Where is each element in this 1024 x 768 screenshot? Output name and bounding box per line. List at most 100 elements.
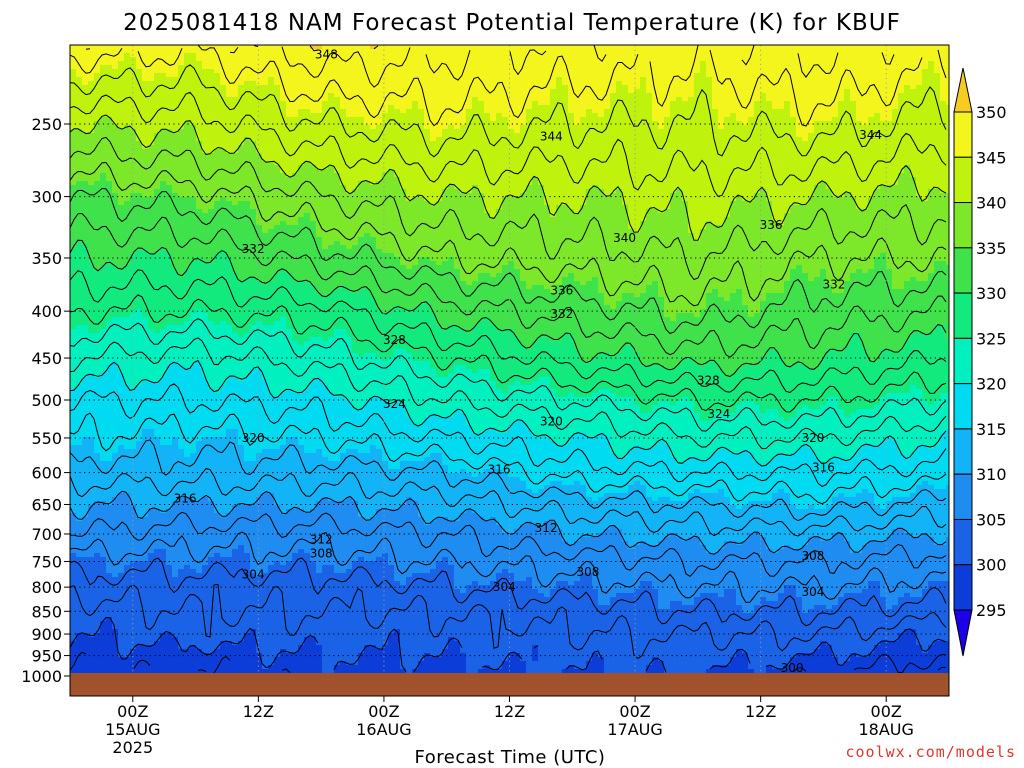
- isotherm-label: 304: [493, 580, 516, 594]
- colorbar-label: 320: [976, 375, 1007, 394]
- isotherm-304: [70, 557, 947, 627]
- x-tick-label: 12Z: [243, 702, 274, 721]
- y-tick-label: 800: [31, 578, 62, 597]
- isotherm-322: [70, 337, 947, 450]
- x-tick-label: 00Z: [117, 702, 148, 721]
- isotherm-314: [70, 439, 947, 522]
- isotherm-338: [70, 136, 947, 281]
- isotherm-label: 320: [802, 431, 825, 445]
- isotherm-label: 316: [174, 491, 197, 505]
- isotherm-344: [70, 64, 947, 158]
- isotherm-label: 340: [613, 231, 636, 245]
- chart-title: 2025081418 NAM Forecast Potential Temper…: [123, 10, 901, 36]
- colorbar-label: 350: [976, 103, 1007, 122]
- isotherm-label: 332: [550, 307, 573, 321]
- y-tick-label: 450: [31, 349, 62, 368]
- isotherm-label: 332: [242, 242, 265, 256]
- isotherm-300: [70, 616, 947, 673]
- plot-area: 348 344 344 332 340 336 336 332 332 328 328 324 324 3…: [69, 44, 950, 697]
- isotherm-label: 308: [310, 546, 333, 560]
- y-tick-label: 550: [31, 429, 62, 448]
- isotherm-label: 344: [540, 130, 563, 144]
- y-tick-label: 250: [31, 115, 62, 134]
- isotherm-label: 316: [812, 460, 835, 474]
- colorbar-band: [953, 383, 973, 430]
- colorbar: 350 345 340 335 330 325 320 315 310 305 300 295: [953, 67, 1007, 657]
- isotherm-label: 300: [781, 661, 804, 675]
- isotherm-318: [70, 383, 947, 488]
- colorbar-label: 300: [976, 556, 1007, 575]
- isotherm-306: [70, 531, 947, 604]
- colorbar-band: [953, 111, 973, 158]
- isotherm-330: [70, 239, 947, 378]
- isotherm-320: [70, 359, 947, 467]
- isotherm-348: [85, 45, 895, 88]
- x-tick-label: 17AUG: [607, 720, 662, 739]
- y-tick-label: 750: [31, 552, 62, 571]
- isotherm-310: [70, 490, 947, 555]
- y-tick-label: 1000: [21, 667, 62, 686]
- y-tick-label: 900: [31, 625, 62, 644]
- isotherm-label: 320: [540, 415, 563, 429]
- y-tick-label: 600: [31, 464, 62, 483]
- isotherm-label: 324: [707, 407, 730, 421]
- colorbar-band: [953, 473, 973, 520]
- colorbar-band: [953, 156, 973, 204]
- isotherm-324: [70, 318, 947, 432]
- colorbar-band: [953, 337, 973, 385]
- isotherm-labels: 348 344 344 332 340 336 336 332 332 328 328 324 324 3…: [174, 48, 882, 675]
- colorbar-label: 325: [976, 329, 1007, 348]
- y-tick-label: 950: [31, 647, 62, 666]
- colorbar-label: 295: [976, 601, 1007, 620]
- colorbar-band: [953, 247, 973, 294]
- isotherm-label: 316: [488, 462, 511, 476]
- x-axis-label: Forecast Time (UTC): [415, 747, 606, 768]
- isotherm-label: 312: [310, 533, 333, 547]
- colorbar-band: [953, 202, 973, 249]
- isotherm-302: [70, 583, 947, 660]
- pressure-axis: 250 300 350 400 450 500 550 600 650 700 750 800 850 9…: [21, 115, 70, 686]
- isotherm-label: 308: [802, 549, 825, 563]
- isotherm-label: 304: [242, 568, 265, 582]
- ground-surface: [70, 673, 949, 696]
- isotherm-label: 308: [577, 565, 600, 579]
- colorbar-label: 340: [976, 194, 1007, 213]
- colorbar-band: [953, 428, 973, 475]
- isotherm-308: [70, 511, 947, 578]
- colorbar-top-arrow: [953, 67, 973, 113]
- isotherm-342: [70, 91, 947, 197]
- isotherm-298: [70, 651, 947, 674]
- colorbar-label: 345: [976, 148, 1007, 167]
- isotherm-296: [937, 666, 947, 671]
- x-tick-label: 2025: [112, 738, 153, 757]
- x-tick-label: 16AUG: [356, 720, 411, 739]
- x-tick-label: 00Z: [619, 702, 650, 721]
- colorbar-band: [953, 564, 973, 611]
- colorbar-bottom-arrow: [953, 609, 973, 657]
- isotherm-316: [70, 412, 947, 505]
- y-tick-label: 700: [31, 525, 62, 544]
- colorbar-label: 335: [976, 239, 1007, 258]
- y-tick-label: 400: [31, 302, 62, 321]
- isotherm-label: 320: [242, 431, 265, 445]
- isotherm-334: [70, 187, 947, 335]
- colorbar-label: 315: [976, 420, 1007, 439]
- isotherm-lines: [70, 45, 947, 674]
- y-tick-label: 650: [31, 495, 62, 514]
- x-tick-label: 12Z: [494, 702, 525, 721]
- colorbar-band: [953, 292, 973, 339]
- theta-field: [70, 45, 949, 674]
- isotherm-label: 312: [535, 521, 558, 535]
- gridlines: [70, 45, 949, 696]
- colorbar-band: [953, 518, 973, 566]
- isotherm-332: [70, 212, 947, 358]
- x-tick-label: 12Z: [745, 702, 776, 721]
- x-tick-label: 00Z: [368, 702, 399, 721]
- isotherm-label: 344: [859, 128, 882, 142]
- isotherm-label: 324: [383, 397, 406, 411]
- x-tick-label: 00Z: [871, 702, 902, 721]
- x-tick-label: 15AUG: [105, 720, 160, 739]
- isotherm-label: 304: [802, 585, 825, 599]
